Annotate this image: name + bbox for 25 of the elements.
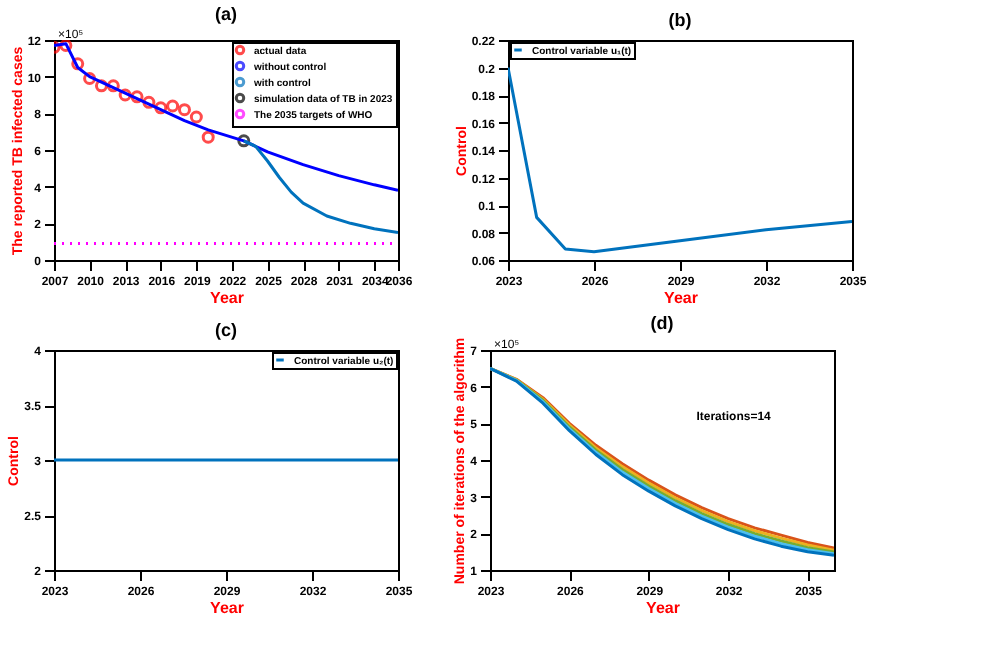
line-series [242,139,398,234]
x-axis-title: Year [210,289,244,307]
point [106,79,120,93]
x-axis-title: Year [664,289,698,307]
point [59,40,73,52]
point [71,57,85,71]
line-series [54,42,398,192]
chart-title: (d) [650,312,674,333]
point [83,72,97,85]
point [166,99,180,113]
chart-title: (c) [215,320,237,340]
point [130,90,144,104]
x-axis-title: Year [646,599,680,617]
line-series [508,66,852,254]
point [142,95,156,109]
point [154,101,168,115]
chart-title: (a) [215,4,237,24]
point [118,88,132,102]
x-axis-title: Year [210,599,244,617]
chart-title: (b) [668,10,692,30]
point [94,79,108,93]
point [177,103,191,117]
point [237,134,251,148]
point [189,110,203,124]
point [201,130,215,144]
